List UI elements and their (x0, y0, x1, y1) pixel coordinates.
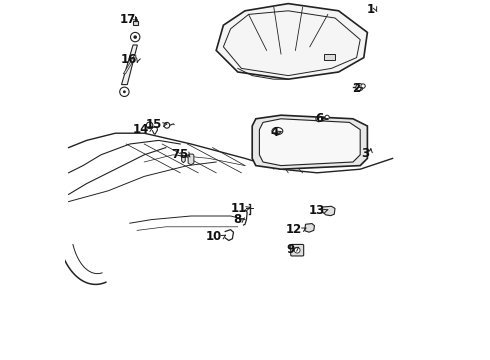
Bar (133, 21, 139, 25)
Text: 13: 13 (308, 204, 324, 217)
Polygon shape (182, 156, 185, 163)
Text: 7: 7 (172, 148, 180, 161)
Polygon shape (188, 154, 194, 165)
Circle shape (325, 115, 329, 120)
Polygon shape (322, 206, 335, 216)
Text: 11: 11 (231, 202, 247, 215)
Text: 12: 12 (286, 223, 302, 236)
Circle shape (294, 247, 300, 253)
Text: 4: 4 (270, 126, 279, 139)
Circle shape (147, 122, 153, 129)
Polygon shape (259, 119, 360, 166)
Text: 17: 17 (119, 13, 136, 26)
Circle shape (133, 35, 137, 39)
Text: 15: 15 (146, 118, 163, 131)
Text: 1: 1 (367, 3, 375, 15)
Text: 14: 14 (133, 123, 149, 136)
Text: 10: 10 (206, 230, 222, 243)
Text: 3: 3 (362, 147, 369, 159)
Polygon shape (216, 4, 368, 79)
Circle shape (164, 122, 170, 128)
Polygon shape (123, 56, 136, 74)
Circle shape (361, 84, 365, 88)
Text: 6: 6 (316, 112, 324, 125)
Polygon shape (305, 224, 315, 232)
Bar (324, 54, 335, 60)
Text: 16: 16 (121, 53, 137, 66)
Text: 5: 5 (179, 148, 188, 161)
Text: 2: 2 (352, 82, 360, 95)
Ellipse shape (272, 127, 283, 135)
FancyBboxPatch shape (291, 244, 304, 256)
Text: 9: 9 (287, 243, 295, 256)
Polygon shape (252, 115, 368, 169)
Circle shape (123, 90, 126, 93)
Circle shape (130, 32, 140, 42)
Text: 8: 8 (234, 213, 242, 226)
Polygon shape (122, 45, 137, 85)
Circle shape (316, 116, 321, 122)
Circle shape (120, 87, 129, 96)
Circle shape (356, 84, 363, 91)
